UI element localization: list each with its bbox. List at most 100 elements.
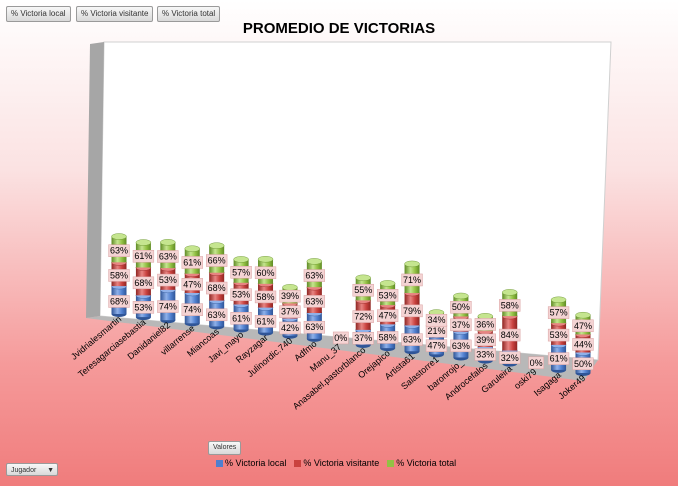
- data-label-box: [303, 295, 326, 308]
- field-button-local[interactable]: % Victoria local: [6, 6, 71, 22]
- data-label-text: 55%: [354, 285, 372, 295]
- data-label-text: 0%: [334, 333, 347, 343]
- bar-cap: [355, 274, 371, 282]
- field-button-total[interactable]: % Victoria total: [157, 6, 221, 22]
- legend-label-local: % Victoria local: [225, 458, 287, 468]
- bar-cap: [550, 296, 567, 303]
- data-label: 63%: [206, 308, 228, 322]
- legend: % Victoria local % Victoria visitante % …: [216, 458, 456, 468]
- data-label-text: 63%: [208, 310, 226, 320]
- data-label-box: [254, 290, 277, 304]
- floor: [86, 316, 598, 381]
- data-label-box: [474, 318, 496, 331]
- data-label: 58%: [376, 331, 399, 344]
- data-label-text: 21%: [427, 326, 445, 336]
- data-label: 37%: [352, 331, 374, 345]
- data-label-text: 32%: [501, 353, 519, 363]
- data-label-text: 37%: [281, 307, 299, 317]
- legend-swatch-total: [387, 459, 395, 467]
- data-label-text: 58%: [257, 292, 275, 302]
- data-label-text: 68%: [110, 296, 128, 306]
- data-label-text: 57%: [550, 308, 568, 318]
- data-label-box: [499, 328, 521, 342]
- data-label-text: 39%: [476, 335, 494, 345]
- data-label: 34%: [425, 313, 448, 327]
- data-label-box: [303, 269, 326, 282]
- data-label-box: [401, 333, 423, 346]
- data-label-box: [425, 339, 448, 352]
- data-label-box: [528, 356, 545, 370]
- bar-cap: [379, 280, 396, 287]
- data-label-text: 79%: [403, 306, 421, 316]
- data-label-box: [108, 269, 130, 282]
- data-label: 61%: [230, 312, 252, 325]
- data-label-text: 63%: [305, 322, 323, 332]
- data-label-text: 42%: [281, 323, 299, 333]
- data-label-text: 37%: [452, 320, 470, 330]
- data-label-box: [450, 339, 472, 353]
- data-label-box: [376, 289, 399, 302]
- data-label-box: [230, 266, 252, 279]
- data-label-text: 0%: [530, 358, 543, 368]
- data-label-box: [181, 256, 203, 269]
- data-label-box: [332, 331, 349, 345]
- data-label-box: [352, 283, 374, 297]
- legend-swatch-visitante: [294, 459, 302, 467]
- chart-walls: [86, 41, 612, 381]
- data-label-box: [181, 303, 203, 316]
- data-label: 42%: [279, 321, 301, 335]
- data-label-text: 47%: [379, 311, 397, 321]
- data-label: 57%: [547, 306, 570, 319]
- data-label-box: [254, 315, 277, 328]
- data-label-text: 53%: [550, 330, 568, 340]
- data-label: 79%: [401, 304, 423, 318]
- bar-cap: [208, 242, 225, 249]
- jugador-filter-dropdown[interactable]: Jugador ▼: [6, 463, 58, 476]
- data-label-box: [157, 273, 179, 287]
- data-label-box: [450, 300, 472, 314]
- data-label: 63%: [401, 333, 423, 346]
- data-label-text: 63%: [110, 246, 128, 256]
- data-label: 47%: [181, 278, 203, 291]
- bar-cap: [453, 292, 469, 300]
- data-label-text: 37%: [354, 333, 372, 343]
- data-label: 36%: [474, 318, 496, 331]
- data-label-text: 72%: [354, 312, 372, 322]
- bar-cap: [184, 245, 200, 252]
- bar-cap: [502, 289, 518, 296]
- data-label: 32%: [499, 351, 521, 365]
- data-label: 0%: [332, 331, 349, 345]
- bars-group: 68% 58% 63% 53% 68% 61% 74% 53% 63% 74% 47% 61% 63% 6…: [108, 233, 594, 376]
- data-label-box: [132, 301, 155, 314]
- data-label: 57%: [230, 266, 252, 279]
- field-button-visitante[interactable]: % Victoria visitante: [76, 6, 154, 22]
- bar-cap: [160, 239, 176, 246]
- data-label: 53%: [376, 289, 399, 302]
- data-label-box: [572, 357, 594, 371]
- data-label-box: [181, 278, 203, 291]
- data-label-text: 68%: [208, 283, 226, 293]
- legend-label-total: % Victoria total: [396, 458, 457, 468]
- data-label: 21%: [425, 324, 448, 338]
- data-label-box: [474, 348, 496, 361]
- data-label-text: 53%: [159, 275, 177, 285]
- side-wall: [86, 42, 104, 318]
- data-label: 47%: [572, 319, 594, 333]
- data-label: 61%: [254, 315, 277, 328]
- data-label: 44%: [572, 338, 594, 351]
- data-label-box: [279, 289, 301, 303]
- data-label: 63%: [108, 244, 130, 257]
- data-label-box: [108, 244, 130, 257]
- data-label: 47%: [425, 339, 448, 352]
- data-label: 37%: [279, 305, 301, 318]
- values-field-button[interactable]: Valores: [208, 441, 242, 455]
- data-label-text: 47%: [427, 341, 445, 351]
- data-label-text: 57%: [232, 267, 250, 277]
- data-label-box: [474, 333, 496, 347]
- data-label-text: 63%: [305, 296, 323, 306]
- data-label: 68%: [132, 276, 155, 290]
- bar-cap: [233, 256, 249, 263]
- data-label: 72%: [352, 310, 374, 323]
- data-label-box: [206, 254, 228, 267]
- data-label-box: [499, 299, 521, 312]
